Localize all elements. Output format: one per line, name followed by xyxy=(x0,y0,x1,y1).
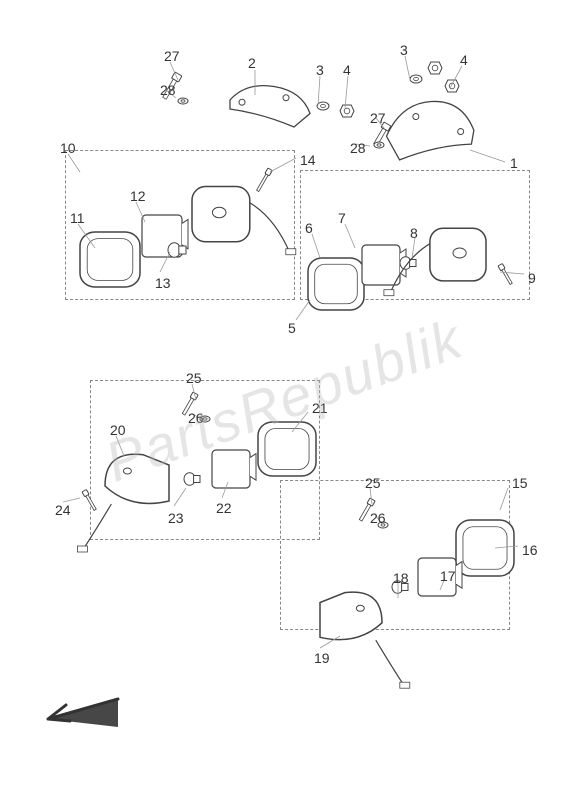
callout-26: 26 xyxy=(188,410,204,426)
callout-7: 7 xyxy=(338,210,346,226)
callout-5: 5 xyxy=(288,320,296,336)
part-screw-9 xyxy=(498,264,513,286)
callout-4: 4 xyxy=(343,62,351,78)
part-screw-14 xyxy=(256,168,273,192)
callout-25: 25 xyxy=(186,370,202,386)
part-screw-24 xyxy=(82,490,97,512)
part-bracket-1 xyxy=(383,94,478,172)
part-body-10 xyxy=(192,187,296,255)
part-damper-7 xyxy=(362,245,406,285)
callout-2: 2 xyxy=(248,55,256,71)
callout-16: 16 xyxy=(522,542,538,558)
callout-20: 20 xyxy=(110,422,126,438)
callout-27: 27 xyxy=(370,110,386,126)
callout-1: 1 xyxy=(510,155,518,171)
callout-23: 23 xyxy=(168,510,184,526)
callout-4: 4 xyxy=(460,52,468,68)
parts-diagram: PartsRepublik 12334456789101112131415161… xyxy=(0,0,567,800)
part-washer-28a xyxy=(178,98,188,104)
callout-24: 24 xyxy=(55,502,71,518)
part-bracket-2 xyxy=(230,86,310,127)
part-lens-21 xyxy=(258,422,316,476)
callout-25: 25 xyxy=(365,475,381,491)
direction-arrow xyxy=(40,695,120,734)
callout-15: 15 xyxy=(512,475,528,491)
callout-26: 26 xyxy=(370,510,386,526)
part-damper-22 xyxy=(212,450,256,488)
part-nut-4b xyxy=(445,80,459,92)
part-washer-28b xyxy=(374,142,384,148)
callout-3: 3 xyxy=(316,62,324,78)
callout-14: 14 xyxy=(300,152,316,168)
callout-28: 28 xyxy=(160,82,176,98)
part-lens-16 xyxy=(456,520,514,576)
callout-19: 19 xyxy=(314,650,330,666)
callout-27: 27 xyxy=(164,48,180,64)
part-lens-11 xyxy=(80,232,140,287)
callout-17: 17 xyxy=(440,568,456,584)
callout-6: 6 xyxy=(305,220,313,236)
part-nut-4a xyxy=(340,105,354,117)
callout-9: 9 xyxy=(528,270,536,286)
part-washer-3a xyxy=(317,102,329,110)
callout-28: 28 xyxy=(350,140,366,156)
callout-3: 3 xyxy=(400,42,408,58)
callout-13: 13 xyxy=(155,275,171,291)
callout-8: 8 xyxy=(410,225,418,241)
part-nut-4c xyxy=(428,62,442,74)
callout-21: 21 xyxy=(312,400,328,416)
part-bulb-23 xyxy=(184,473,200,486)
callout-18: 18 xyxy=(393,570,409,586)
callout-22: 22 xyxy=(216,500,232,516)
callout-10: 10 xyxy=(60,140,76,156)
part-lens-6 xyxy=(308,258,364,310)
part-washer-3b xyxy=(410,75,422,83)
callout-12: 12 xyxy=(130,188,146,204)
diagram-svg xyxy=(0,0,567,800)
callout-11: 11 xyxy=(70,210,85,226)
